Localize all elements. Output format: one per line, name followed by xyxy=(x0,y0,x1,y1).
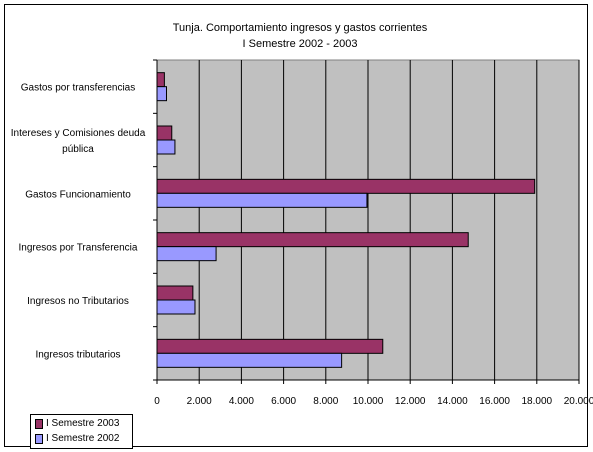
x-tick-label: 2.000 xyxy=(187,396,212,407)
bar xyxy=(156,232,469,248)
bar xyxy=(156,285,194,301)
legend-item-2002: I Semestre 2002 xyxy=(35,431,128,446)
bar xyxy=(156,139,176,155)
category-label: Gastos por transferencias xyxy=(21,83,136,94)
chart-title: Tunja. Comportamiento ingresos y gastos … xyxy=(173,22,428,34)
x-tick-label: 4.000 xyxy=(229,396,254,407)
legend: I Semestre 2003 I Semestre 2002 xyxy=(30,414,133,449)
chart-frame xyxy=(4,4,588,447)
legend-label-2003: I Semestre 2003 xyxy=(46,418,120,429)
bar xyxy=(156,246,217,262)
x-tick-label: 18.000 xyxy=(522,396,553,407)
bar xyxy=(156,125,173,141)
bar xyxy=(156,72,165,88)
x-tick-label: 12.000 xyxy=(395,396,426,407)
category-label: Ingresos por Transferencia xyxy=(19,243,138,254)
bar xyxy=(156,86,167,102)
legend-item-2003: I Semestre 2003 xyxy=(35,416,128,431)
x-tick-label: 0 xyxy=(154,396,160,407)
bar xyxy=(156,178,536,194)
category-label: Ingresos tributarios xyxy=(35,349,120,360)
x-tick-label: 16.000 xyxy=(479,396,510,407)
chart-subtitle: I Semestre 2002 - 2003 xyxy=(243,38,358,50)
category-label: Intereses y Comisiones deuda pública xyxy=(11,128,146,155)
legend-swatch-2002 xyxy=(35,433,43,444)
bar xyxy=(156,299,196,315)
bar xyxy=(156,352,343,368)
legend-label-2002: I Semestre 2002 xyxy=(46,433,120,444)
x-tick-label: 14.000 xyxy=(437,396,468,407)
x-tick-label: 6.000 xyxy=(271,396,296,407)
x-tick-label: 8.000 xyxy=(313,396,338,407)
category-label: Gastos Funcionamiento xyxy=(25,189,131,200)
category-label: Ingresos no Tributarios xyxy=(27,296,129,307)
bar xyxy=(156,192,368,208)
x-tick-label: 10.000 xyxy=(353,396,384,407)
legend-swatch-2003 xyxy=(35,418,43,429)
bar xyxy=(156,338,384,354)
x-tick-label: 20.000 xyxy=(564,396,593,407)
